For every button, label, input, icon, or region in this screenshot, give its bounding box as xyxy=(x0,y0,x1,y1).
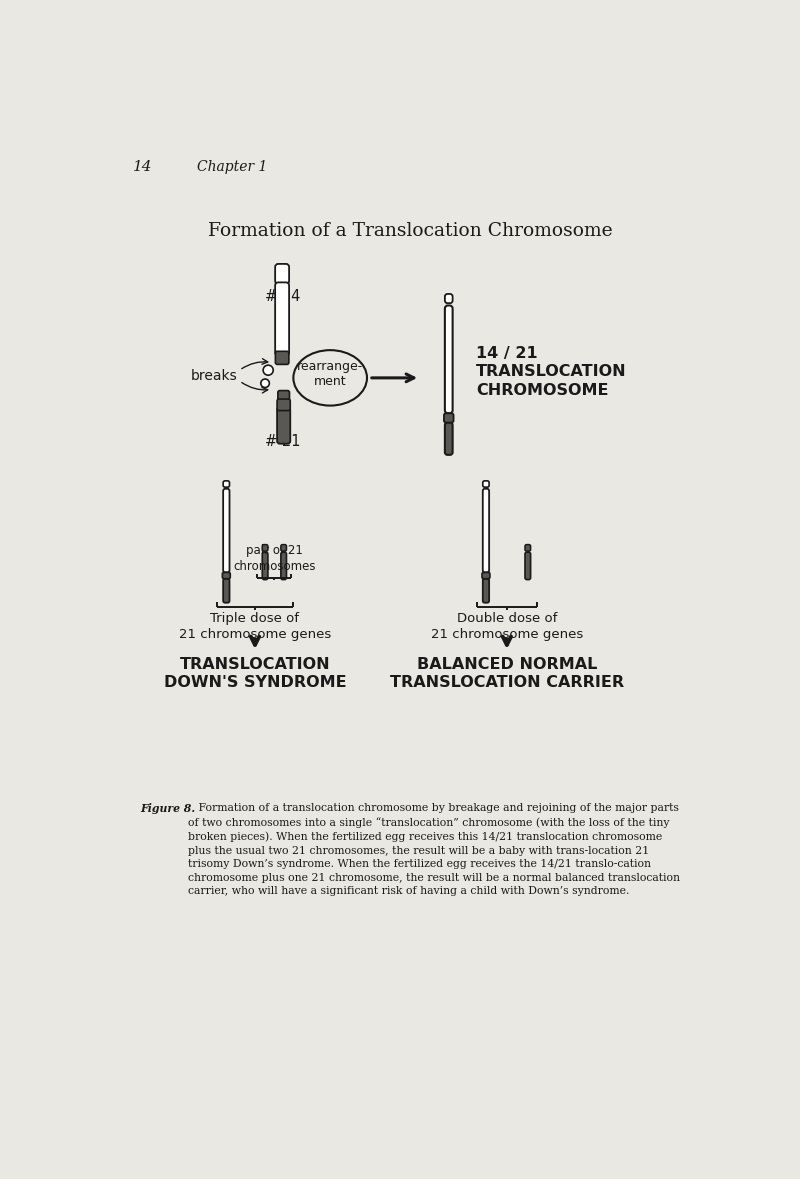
FancyBboxPatch shape xyxy=(223,579,230,602)
FancyBboxPatch shape xyxy=(277,399,290,410)
Text: Triple dose of
21 chromosome genes: Triple dose of 21 chromosome genes xyxy=(179,612,331,641)
FancyBboxPatch shape xyxy=(445,422,453,455)
FancyBboxPatch shape xyxy=(223,489,230,572)
FancyBboxPatch shape xyxy=(275,351,289,364)
Text: BALANCED NORMAL
TRANSLOCATION CARRIER: BALANCED NORMAL TRANSLOCATION CARRIER xyxy=(390,657,624,690)
Text: Formation of a Translocation Chromosome: Formation of a Translocation Chromosome xyxy=(208,222,612,239)
FancyBboxPatch shape xyxy=(277,408,290,443)
Circle shape xyxy=(263,365,274,375)
FancyBboxPatch shape xyxy=(444,414,454,422)
Text: breaks: breaks xyxy=(190,369,238,382)
Text: Double dose of
21 chromosome genes: Double dose of 21 chromosome genes xyxy=(430,612,583,641)
Text: # 14: # 14 xyxy=(265,289,301,304)
FancyBboxPatch shape xyxy=(525,545,530,551)
Text: Chapter 1: Chapter 1 xyxy=(197,160,267,174)
FancyBboxPatch shape xyxy=(275,283,289,356)
Text: TRANSLOCATION
DOWN'S SYNDROME: TRANSLOCATION DOWN'S SYNDROME xyxy=(164,657,346,690)
Circle shape xyxy=(261,378,270,388)
FancyBboxPatch shape xyxy=(482,579,489,602)
FancyBboxPatch shape xyxy=(482,489,489,572)
FancyBboxPatch shape xyxy=(482,572,490,579)
Text: Figure 8.: Figure 8. xyxy=(140,803,195,814)
FancyBboxPatch shape xyxy=(281,545,286,551)
FancyBboxPatch shape xyxy=(222,572,230,579)
Text: pair of 21
chromosomes: pair of 21 chromosomes xyxy=(233,545,316,573)
Text: 14: 14 xyxy=(133,160,152,174)
FancyBboxPatch shape xyxy=(281,552,286,580)
FancyBboxPatch shape xyxy=(275,264,289,284)
FancyBboxPatch shape xyxy=(445,294,453,303)
Text: Formation of a translocation chromosome by breakage and rejoining of the major p: Formation of a translocation chromosome … xyxy=(188,803,680,896)
FancyBboxPatch shape xyxy=(262,545,268,551)
FancyBboxPatch shape xyxy=(223,481,230,487)
FancyBboxPatch shape xyxy=(525,552,530,580)
FancyBboxPatch shape xyxy=(482,481,489,487)
FancyBboxPatch shape xyxy=(262,552,268,580)
FancyBboxPatch shape xyxy=(278,390,290,401)
Text: rearrange-
ment: rearrange- ment xyxy=(297,360,363,388)
Text: # 21: # 21 xyxy=(265,434,301,448)
Text: 14 / 21
TRANSLOCATION
CHROMOSOME: 14 / 21 TRANSLOCATION CHROMOSOME xyxy=(476,345,626,397)
FancyBboxPatch shape xyxy=(445,305,453,414)
